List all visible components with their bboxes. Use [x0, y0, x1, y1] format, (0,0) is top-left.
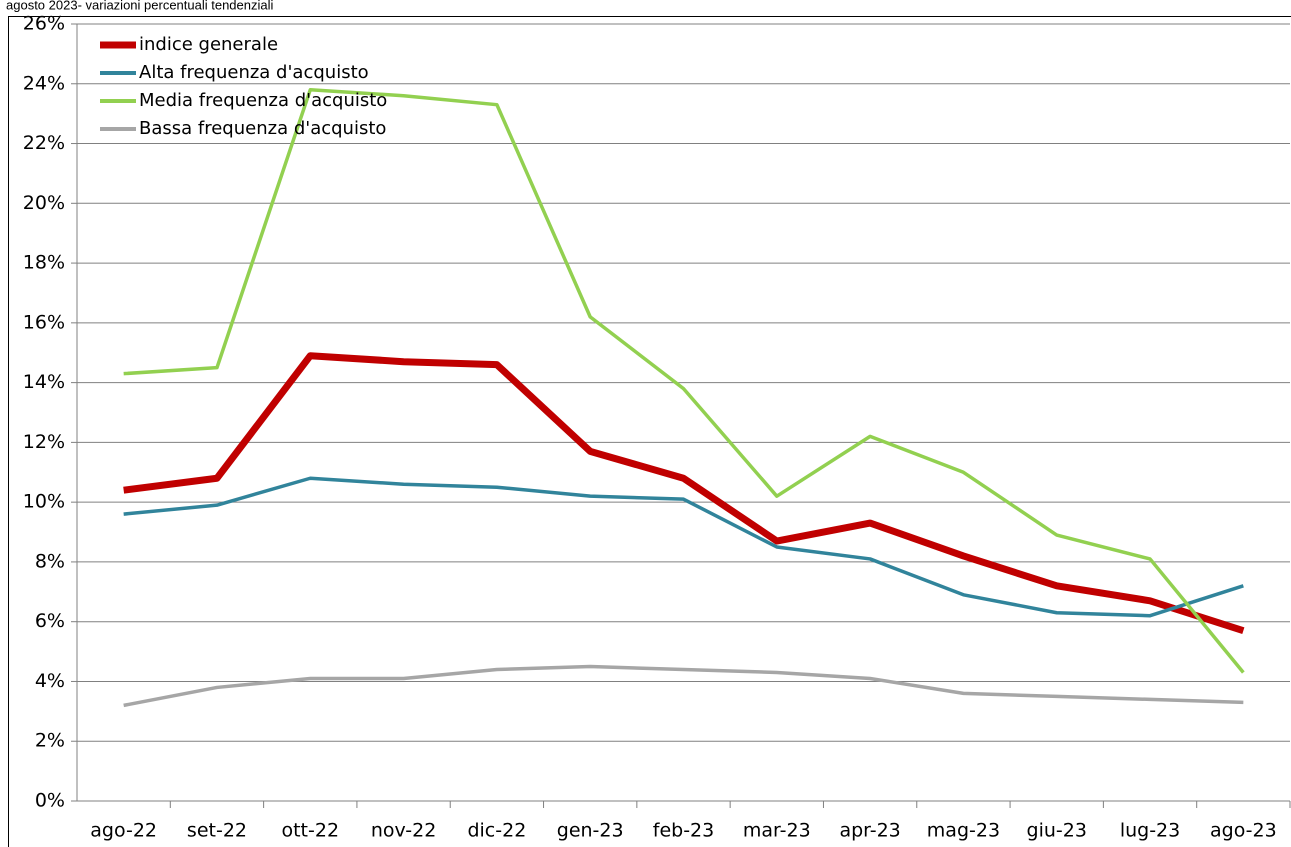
y-tick-label: 4% [35, 670, 65, 692]
legend-label: indice generale [139, 34, 278, 55]
x-tick-label: mar-23 [743, 820, 811, 842]
series-line [123, 476, 1244, 618]
y-tick-label: 10% [23, 491, 65, 513]
x-tick-label: apr-23 [839, 820, 900, 842]
y-tick-label: 18% [23, 252, 65, 274]
legend-label: Alta frequenza d'acquisto [139, 62, 369, 83]
x-tick-label: lug-23 [1120, 820, 1180, 842]
y-tick-label: 14% [23, 371, 65, 393]
y-tick-label: 24% [23, 72, 65, 94]
y-tick-label: 20% [23, 192, 65, 214]
y-tick-label: 2% [35, 730, 65, 752]
x-tick-label: gen-23 [557, 820, 624, 842]
x-tick-label: set-22 [187, 820, 247, 842]
legend-label: Bassa frequenza d'acquisto [139, 118, 386, 139]
x-tick-label: giu-23 [1027, 820, 1087, 842]
y-tick-label: 0% [35, 790, 65, 812]
x-tick-label: ott-22 [281, 820, 339, 842]
legend-label: Media frequenza d'acquisto [139, 90, 387, 111]
y-tick-label: 22% [23, 132, 65, 154]
x-tick-label: mag-23 [927, 820, 1000, 842]
x-tick-label: ago-23 [1210, 820, 1277, 842]
y-tick-label: 16% [23, 311, 65, 333]
y-tick-label: 8% [35, 550, 65, 572]
x-tick-label: feb-23 [653, 820, 714, 842]
chart-frame [8, 16, 1291, 847]
x-tick-label: dic-22 [467, 820, 526, 842]
x-tick-label: nov-22 [371, 820, 436, 842]
series-line [123, 664, 1244, 708]
series-line [123, 87, 1245, 674]
chart-title: agosto 2023- variazioni percentuali tend… [6, 0, 274, 12]
y-tick-label: 6% [35, 610, 65, 632]
series-line [123, 352, 1245, 634]
y-tick-label: 26% [23, 13, 65, 35]
y-tick-label: 12% [23, 431, 65, 453]
x-tick-label: ago-22 [90, 820, 157, 842]
